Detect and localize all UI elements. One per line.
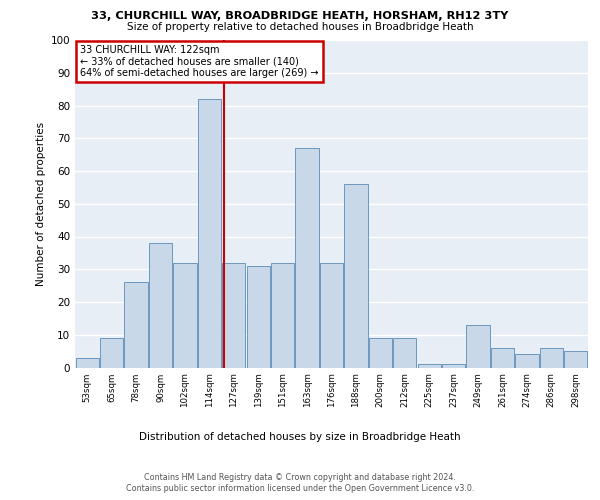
Bar [173,262,197,368]
Y-axis label: Number of detached properties: Number of detached properties [37,122,46,286]
Bar [344,184,368,368]
Text: Distribution of detached houses by size in Broadbridge Heath: Distribution of detached houses by size … [139,432,461,442]
Text: Contains public sector information licensed under the Open Government Licence v3: Contains public sector information licen… [126,484,474,493]
Bar [295,148,319,368]
Bar [100,338,123,368]
Bar [124,282,148,368]
Bar [491,348,514,368]
Bar [418,364,441,368]
Bar [271,262,294,368]
Bar [393,338,416,368]
Text: 33 CHURCHILL WAY: 122sqm
← 33% of detached houses are smaller (140)
64% of semi-: 33 CHURCHILL WAY: 122sqm ← 33% of detach… [80,45,319,78]
Bar [442,364,465,368]
Bar [320,262,343,368]
Bar [222,262,245,368]
Bar [515,354,539,368]
Bar [369,338,392,368]
Bar [198,99,221,367]
Bar [466,325,490,368]
Text: Size of property relative to detached houses in Broadbridge Heath: Size of property relative to detached ho… [127,22,473,32]
Text: Contains HM Land Registry data © Crown copyright and database right 2024.: Contains HM Land Registry data © Crown c… [144,472,456,482]
Bar [76,358,99,368]
Bar [149,243,172,368]
Bar [564,351,587,368]
Text: 33, CHURCHILL WAY, BROADBRIDGE HEATH, HORSHAM, RH12 3TY: 33, CHURCHILL WAY, BROADBRIDGE HEATH, HO… [91,11,509,21]
Bar [247,266,270,368]
Bar [540,348,563,368]
